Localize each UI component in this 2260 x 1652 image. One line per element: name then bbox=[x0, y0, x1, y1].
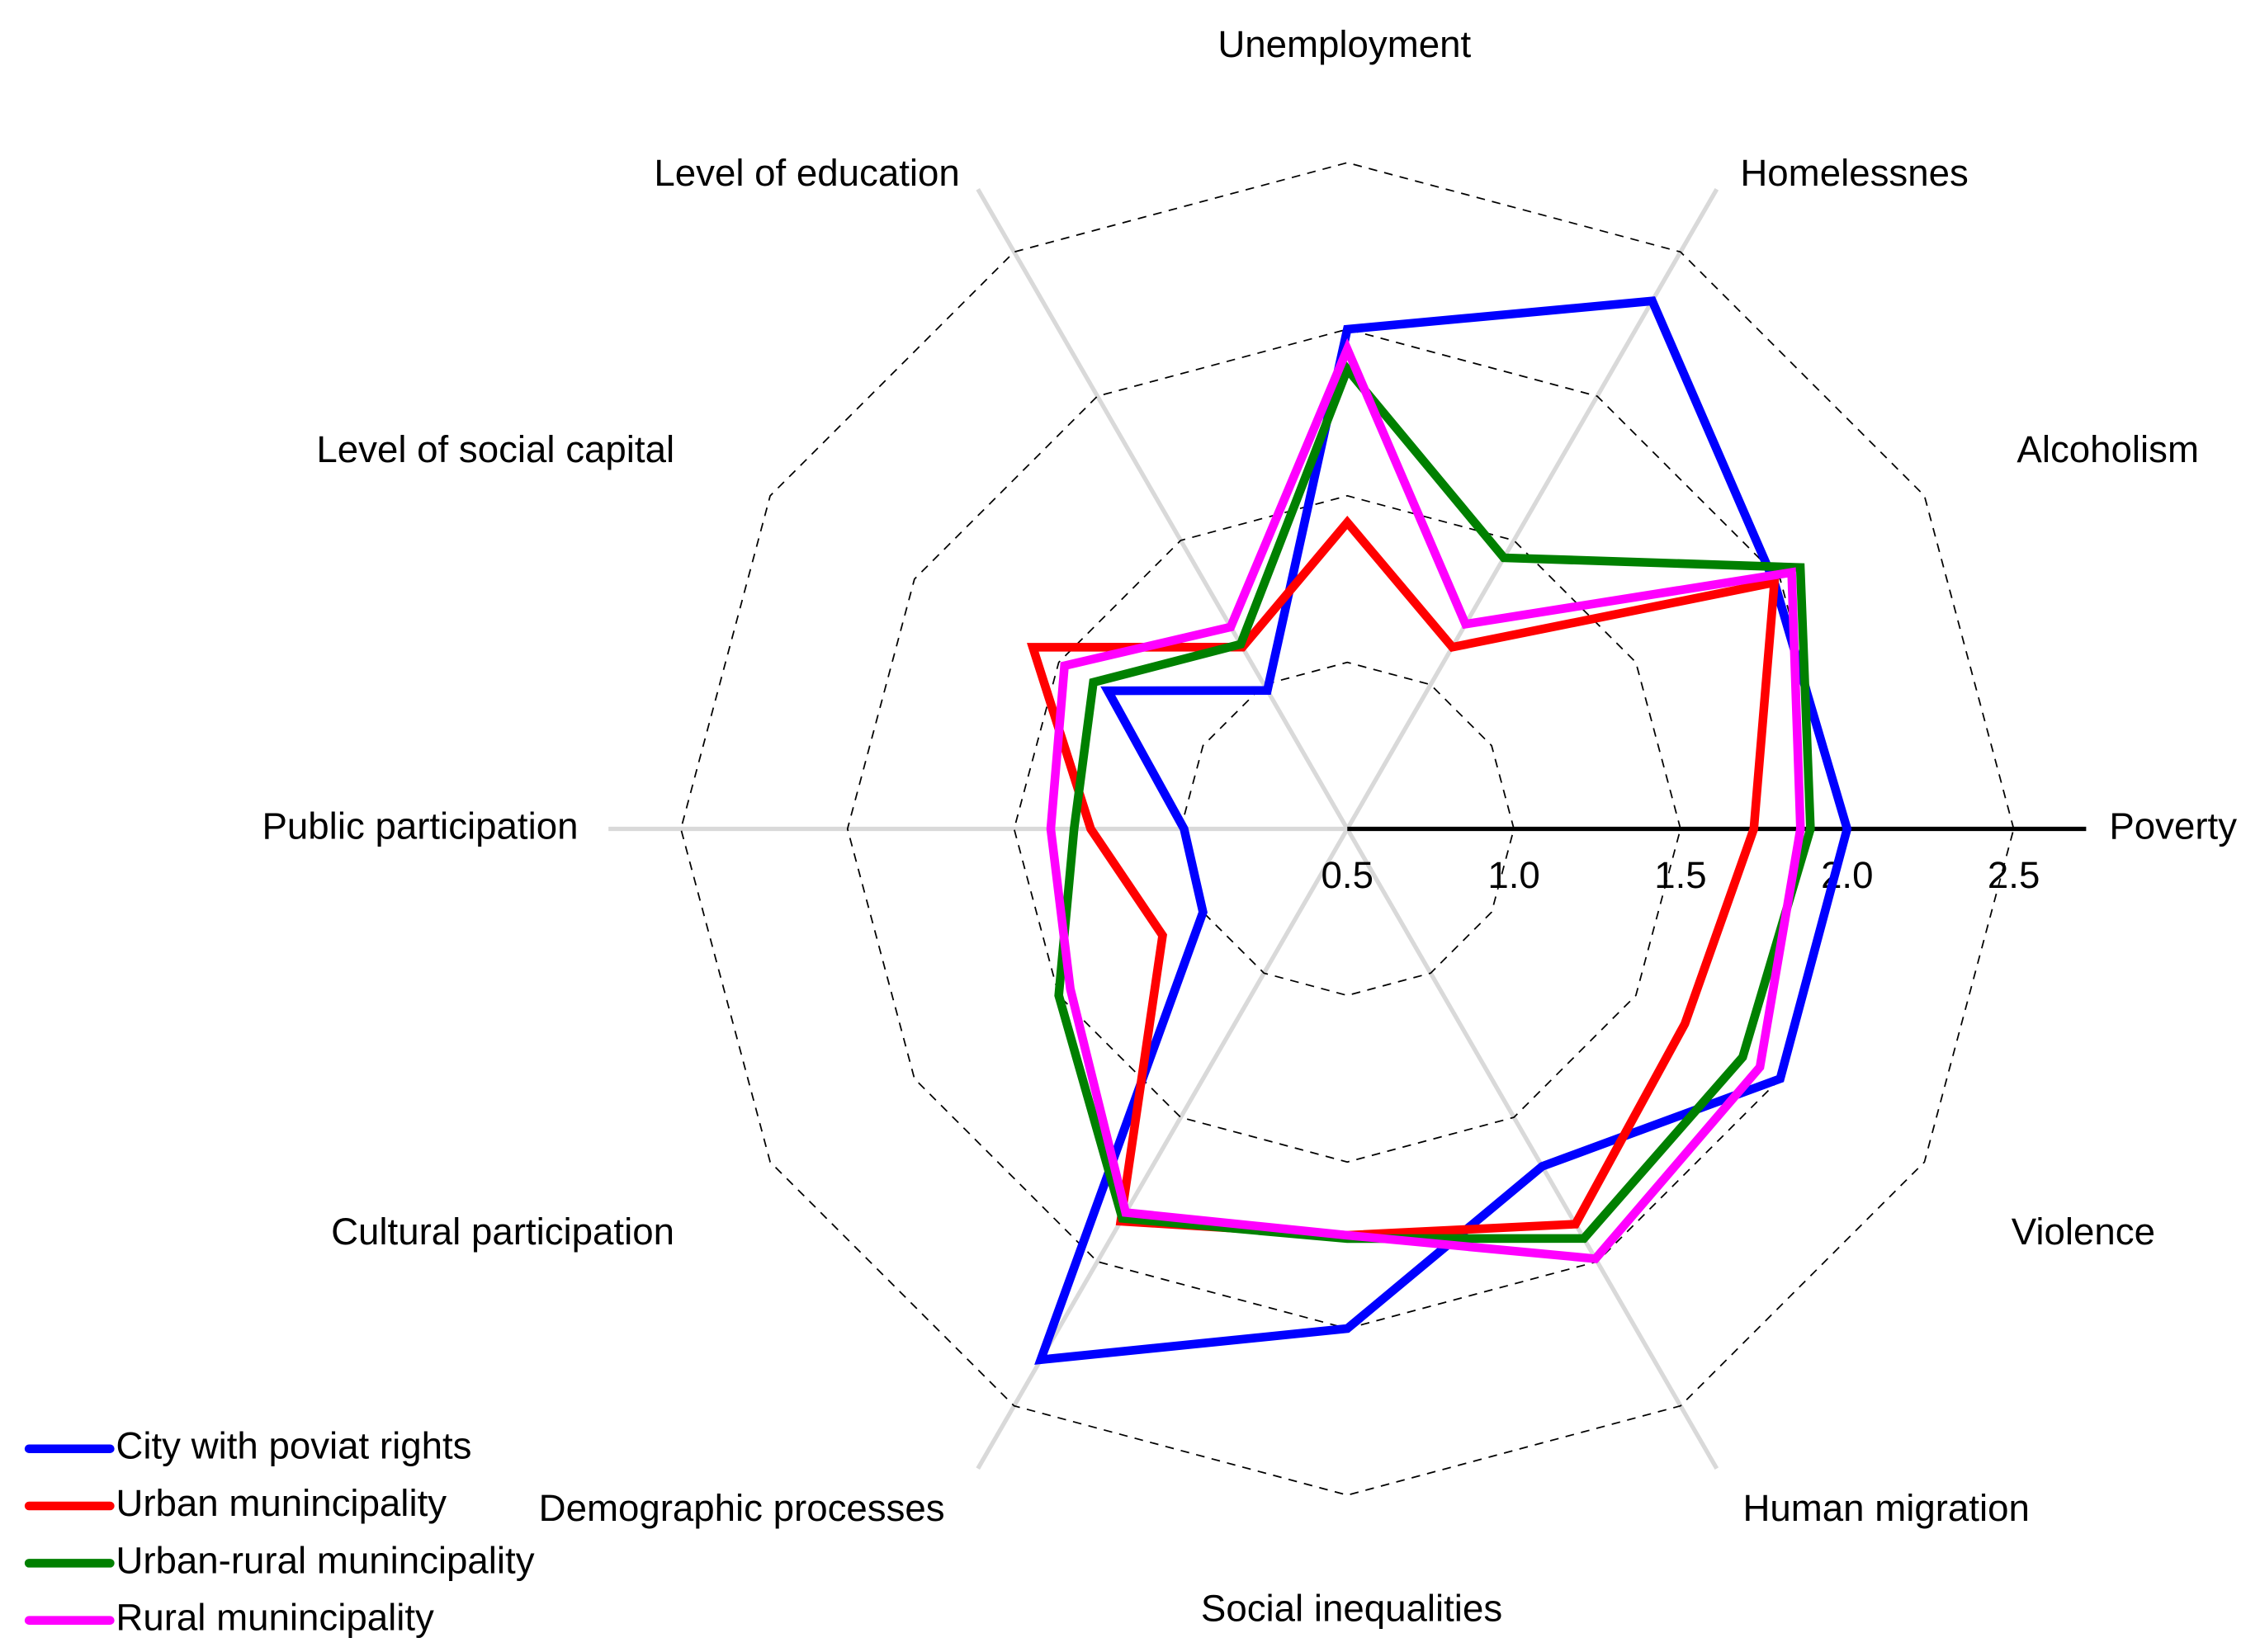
r-tick-label: 0.5 bbox=[1321, 854, 1373, 896]
category-label: Poverty bbox=[2109, 805, 2237, 847]
legend-label: City with poviat rights bbox=[116, 1425, 471, 1467]
category-label: Level of social capital bbox=[316, 428, 674, 470]
category-label: Alcoholism bbox=[2017, 428, 2199, 470]
legend-label: Urban-rural munincipality bbox=[116, 1539, 534, 1581]
category-label: Cultural participation bbox=[331, 1211, 674, 1253]
grid-ring bbox=[680, 162, 2015, 1496]
category-label: Social inequalities bbox=[1201, 1587, 1502, 1629]
category-label: Public participation bbox=[262, 805, 579, 847]
spoke bbox=[976, 188, 1350, 830]
series-line bbox=[1034, 296, 1852, 1365]
r-tick-label: 1.5 bbox=[1654, 854, 1706, 896]
spoke bbox=[976, 828, 1350, 1470]
r-tick-label: 1.0 bbox=[1487, 854, 1539, 896]
category-label: Demographic processes bbox=[539, 1487, 945, 1529]
category-label: Homelessnes bbox=[1740, 152, 1968, 194]
spoke bbox=[1345, 188, 1719, 830]
series-line bbox=[1027, 515, 1780, 1240]
legend-label: Rural munincipality bbox=[116, 1597, 434, 1639]
spoke bbox=[1345, 828, 1719, 1470]
category-label: Human migration bbox=[1742, 1487, 2029, 1529]
series-line bbox=[1054, 361, 1815, 1244]
category-label: Violence bbox=[2012, 1211, 2155, 1253]
r-tick-label: 2.5 bbox=[1988, 854, 2040, 896]
grid-ring bbox=[1013, 494, 1681, 1163]
category-label: Level of education bbox=[654, 152, 959, 194]
series-line bbox=[1046, 337, 1805, 1263]
category-label: Unemployment bbox=[1217, 23, 1471, 65]
legend-label: Urban munincipality bbox=[116, 1482, 447, 1524]
